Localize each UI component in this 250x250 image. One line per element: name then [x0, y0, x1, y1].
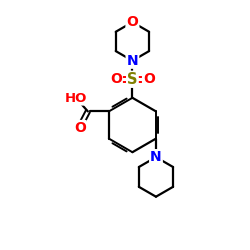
- Text: O: O: [110, 72, 122, 86]
- Text: N: N: [126, 54, 138, 68]
- Text: S: S: [127, 72, 138, 87]
- Text: HO: HO: [65, 92, 88, 104]
- Text: O: O: [143, 72, 155, 86]
- Text: O: O: [74, 121, 86, 135]
- Text: O: O: [126, 15, 138, 29]
- Text: N: N: [150, 150, 162, 164]
